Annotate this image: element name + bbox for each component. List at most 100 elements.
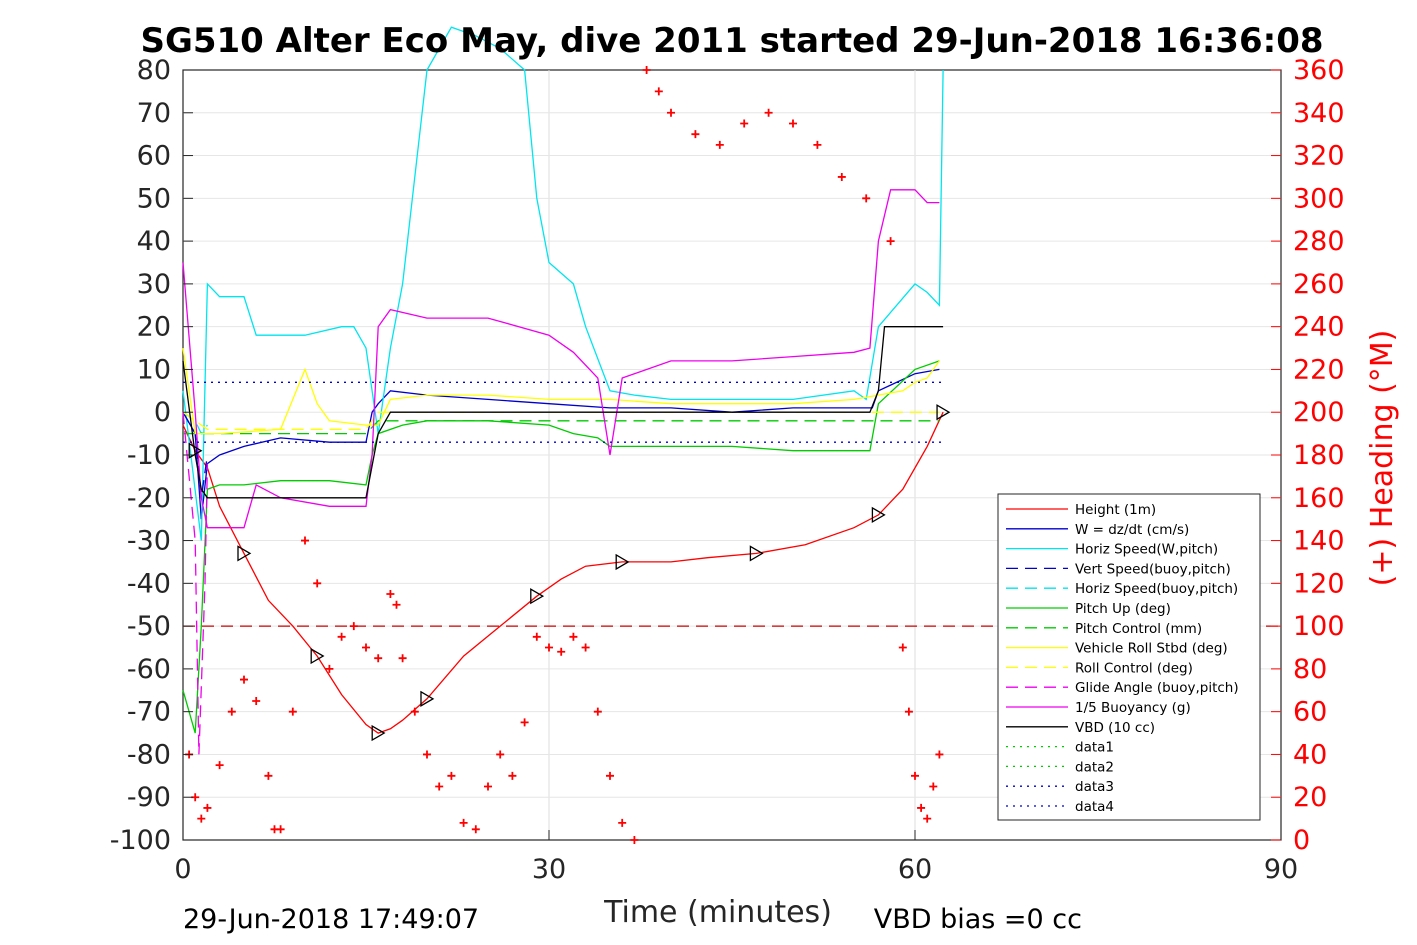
height-marker	[237, 545, 252, 562]
y-right-tick-label: 180	[1293, 440, 1345, 471]
legend-label-14: data3	[1075, 779, 1114, 795]
y-right-tick-label: 200	[1293, 397, 1345, 428]
y-tick-label: 0	[154, 397, 171, 428]
heading-point	[715, 140, 724, 149]
series-line-8	[182, 411, 940, 430]
y-axis-left: 80 70 60 50 40 30 20 10 0 -10 -20 -30 -40 -50 -60 -70 -8…	[110, 55, 193, 856]
x-tick-label: 0	[174, 854, 191, 885]
y-tick-label: 10	[137, 354, 171, 385]
y-tick-label: 70	[137, 98, 171, 129]
y-right-tick-label: 160	[1293, 483, 1345, 514]
legend-label-4: Horiz Speed(buoy,pitch)	[1075, 581, 1238, 597]
height-marker	[371, 724, 386, 742]
y-right-tick-label: 360	[1293, 55, 1345, 86]
y-right-tick-label: 260	[1293, 269, 1345, 300]
heading-point	[386, 590, 395, 599]
height-marker	[420, 690, 435, 707]
y-right-tick-label: 60	[1293, 697, 1327, 728]
heading-point	[581, 643, 590, 652]
y-right-tick-label: 240	[1293, 312, 1345, 343]
y-right-tick-label: 100	[1293, 611, 1345, 642]
y-right-tick-label: 340	[1293, 98, 1345, 129]
height-marker	[615, 553, 630, 571]
heading-point	[642, 66, 651, 74]
heading-point	[813, 140, 822, 149]
heading-point	[435, 782, 444, 791]
heading-point	[508, 771, 517, 780]
heading-point	[398, 654, 407, 663]
heading-point	[325, 664, 334, 673]
x-axis-label: Time (minutes)	[603, 895, 832, 930]
heading-point	[215, 761, 224, 770]
heading-point	[520, 718, 529, 727]
y-axis-right: 3603403203002802602402202001801601401201…	[1271, 55, 1345, 856]
y-tick-label: -10	[127, 440, 171, 471]
heading-point	[667, 108, 675, 117]
heading-point	[410, 707, 419, 716]
heading-point	[740, 119, 749, 128]
y-right-tick-label: 20	[1293, 782, 1327, 813]
y-right-tick-label: 300	[1293, 183, 1345, 214]
heading-point	[203, 803, 212, 812]
y-right-tick-label: 40	[1293, 739, 1327, 770]
y-tick-label: 60	[137, 141, 171, 172]
legend-label-10: 1/5 Buoyancy (g)	[1075, 700, 1191, 716]
legend-label-1: W = dz/dt (cm/s)	[1075, 522, 1189, 538]
legend-label-7: Vehicle Roll Stbd (deg)	[1075, 641, 1228, 657]
y-tick-label: -70	[127, 697, 171, 728]
y-tick-label: 20	[137, 312, 171, 343]
heading-point	[917, 803, 926, 812]
heading-point	[496, 750, 505, 759]
height-marker	[936, 404, 951, 421]
heading-point	[337, 632, 346, 641]
y-right-tick-label: 120	[1293, 568, 1345, 599]
footer-timestamp: 29-Jun-2018 17:49:07	[183, 904, 479, 935]
series-line-0	[182, 411, 944, 734]
heading-point	[252, 696, 261, 705]
heading-point	[569, 632, 578, 641]
height-marker	[749, 545, 764, 562]
legend-label-15: data4	[1075, 799, 1114, 815]
heading-point	[904, 707, 913, 716]
heading-point	[557, 647, 566, 656]
y-right-tick-label: 80	[1293, 654, 1327, 685]
legend-label-5: Pitch Up (deg)	[1075, 601, 1171, 617]
heading-point	[532, 632, 541, 641]
heading-point	[197, 814, 206, 823]
y-right-tick-label: 140	[1293, 526, 1345, 557]
y-tick-label: 30	[137, 269, 171, 300]
footer-vbd-bias: VBD bias =0 cc	[874, 904, 1082, 935]
y-tick-label: -50	[127, 611, 171, 642]
heading-point	[264, 771, 273, 780]
legend-label-13: data2	[1075, 759, 1114, 775]
heading-point	[929, 782, 938, 791]
heading-point	[593, 707, 602, 716]
heading-point	[301, 536, 309, 545]
legend-label-8: Roll Control (deg)	[1075, 660, 1193, 676]
heading-point	[459, 818, 468, 827]
y-right-tick-label: 280	[1293, 226, 1345, 257]
heading-point	[911, 771, 919, 780]
heading-point	[886, 237, 895, 246]
y-right-tick-label: 0	[1293, 825, 1310, 856]
x-tick-label: 90	[1264, 854, 1298, 885]
y-tick-label: -60	[127, 654, 171, 685]
series-line-2	[182, 26, 944, 541]
heading-point	[630, 836, 639, 844]
heading-point	[898, 643, 907, 652]
heading-point	[691, 130, 700, 139]
chart-title: SG510 Alter Eco May, dive 2011 started 2…	[140, 21, 1323, 61]
legend-label-12: data1	[1075, 740, 1114, 756]
legend-label-6: Pitch Control (mm)	[1075, 621, 1202, 637]
legend-label-9: Glide Angle (buoy,pitch)	[1075, 680, 1239, 696]
series-line-11	[182, 326, 944, 499]
height-marker	[530, 588, 545, 605]
heading-point	[392, 600, 401, 609]
heading-point	[313, 579, 322, 588]
y-tick-label: -40	[127, 568, 171, 599]
heading-point	[276, 825, 285, 834]
heading-point	[862, 194, 871, 203]
heading-point	[606, 771, 614, 780]
y-tick-label: 40	[137, 226, 171, 257]
